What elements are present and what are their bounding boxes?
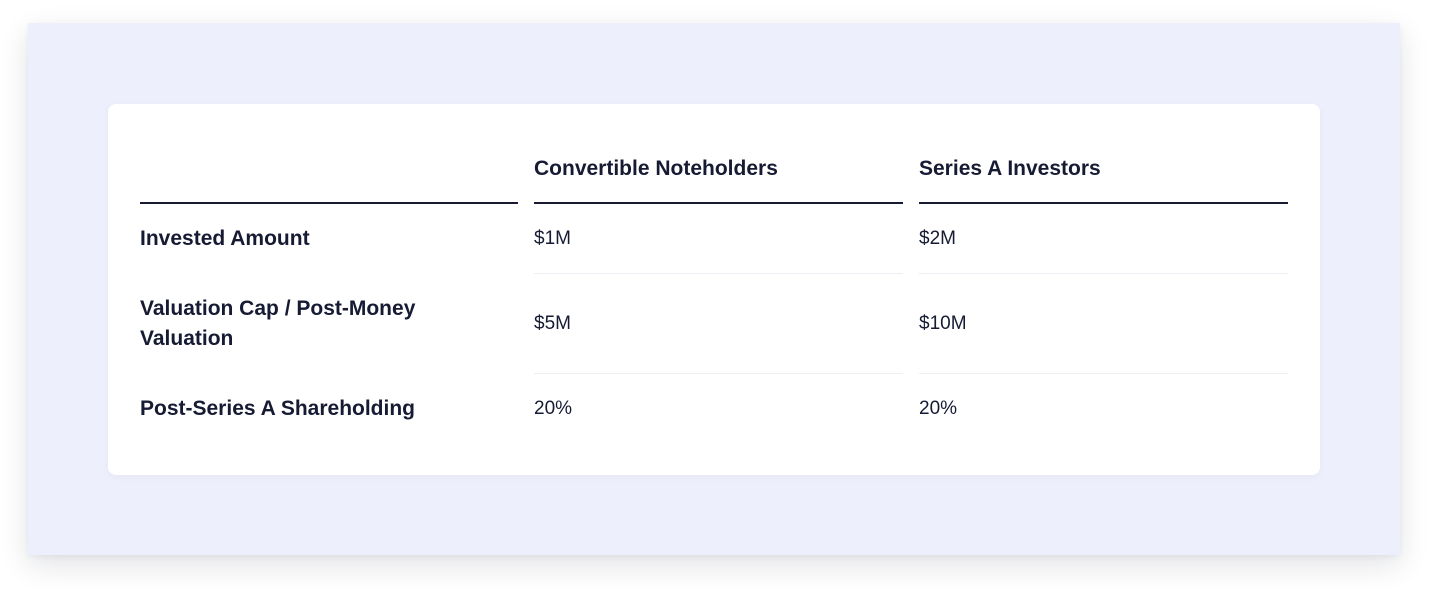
cell-value: 20% <box>534 398 573 419</box>
table-cell: 20% <box>919 374 1288 444</box>
header-label: Convertible Noteholders <box>534 157 778 180</box>
table-cell: $1M <box>534 204 903 274</box>
table-cell: $10M <box>919 274 1288 374</box>
row-label-valuation-cap: Valuation Cap / Post-Money Valuation <box>140 274 518 374</box>
cell-value: $5M <box>534 312 571 334</box>
table-cell: $5M <box>534 274 903 374</box>
table-header-series-a-investors: Series A Investors <box>919 104 1288 204</box>
cell-value: $1M <box>534 227 571 249</box>
table-header-convertible-noteholders: Convertible Noteholders <box>534 104 903 204</box>
page-background: Convertible Noteholders Series A Investo… <box>28 23 1400 555</box>
table-header-empty <box>140 104 518 204</box>
row-label: Valuation Cap / Post-Money Valuation <box>140 297 416 350</box>
cell-value: $10M <box>919 312 967 334</box>
table-cell: $2M <box>919 204 1288 274</box>
row-label-post-series-a-shareholding: Post-Series A Shareholding <box>140 374 518 444</box>
table-cell: 20% <box>534 374 903 444</box>
comparison-table: Convertible Noteholders Series A Investo… <box>108 104 1320 475</box>
header-label: Series A Investors <box>919 157 1101 180</box>
cell-value: 20% <box>919 398 958 419</box>
row-label-invested-amount: Invested Amount <box>140 204 518 274</box>
cell-value: $2M <box>919 227 956 249</box>
row-label: Invested Amount <box>140 227 310 250</box>
row-label: Post-Series A Shareholding <box>140 397 415 420</box>
